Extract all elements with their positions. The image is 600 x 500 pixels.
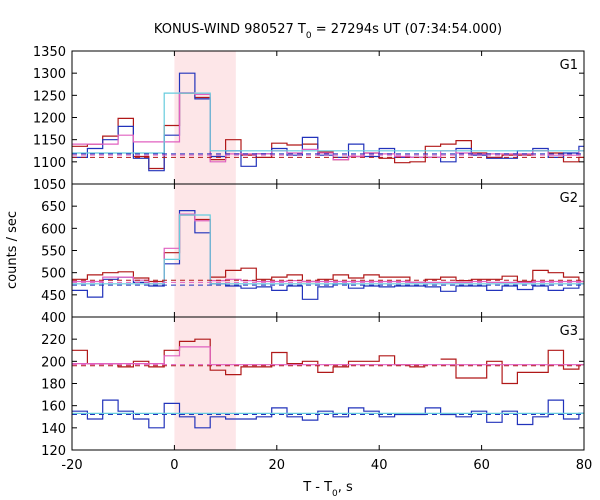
- x-tick-label: 20: [269, 458, 286, 473]
- x-axis-title-main: T - T: [302, 480, 332, 495]
- panel-g1: 1050 1100 1150 1200 1250 1300 1350 G1: [33, 45, 585, 193]
- y-tick-label: 120: [41, 444, 66, 459]
- highlight-interval: [174, 51, 236, 184]
- y-tick-label: 600: [41, 222, 66, 237]
- highlight-interval: [174, 184, 236, 317]
- series-pink-g1: [72, 92, 584, 163]
- chart-title-main: KONUS-WIND 980527 T: [154, 22, 306, 37]
- chart-title-rest: = 27294s UT (07:34:54.000): [312, 22, 502, 37]
- highlight-interval: [174, 317, 236, 450]
- x-axis-title: T - T0, s: [302, 480, 353, 499]
- y-tick-label: 140: [41, 422, 66, 437]
- panel-label: G3: [560, 324, 578, 339]
- y-tick-label: 1250: [33, 89, 66, 104]
- series-red-g3: [72, 338, 584, 385]
- y-axis-title: counts / sec: [5, 211, 20, 289]
- y-tick-label: 450: [41, 289, 66, 304]
- panel-g3: 120 140 160 180 200 220 G3: [41, 316, 585, 459]
- panels-layer: 1050110011501200125013001350G14004505005…: [33, 45, 592, 473]
- y-tick-label: 160: [41, 400, 66, 415]
- y-tick-label: 1350: [33, 45, 66, 60]
- y-tick-label: 200: [41, 355, 66, 370]
- x-tick-label: 0: [170, 458, 178, 473]
- x-axis-title-subscript: 0: [332, 489, 338, 499]
- panel-g2: 400 450 500 550 600 650 G2: [41, 183, 585, 326]
- y-tick-label: 1100: [33, 156, 66, 171]
- y-tick-label: 180: [41, 378, 66, 393]
- series-cyan-g1: [72, 92, 584, 154]
- series-pink-g2: [72, 213, 584, 285]
- x-tick-label: 80: [576, 458, 593, 473]
- x-tick-label: -20: [61, 458, 82, 473]
- y-tick-label: 1200: [33, 112, 66, 127]
- y-tick-label: 1150: [33, 134, 66, 149]
- x-tick-label: 40: [371, 458, 388, 473]
- series-blue-g2: [72, 210, 584, 300]
- y-tick-label: 1300: [33, 67, 66, 82]
- x-tick-label: 60: [473, 458, 490, 473]
- y-tick-label: 220: [41, 333, 66, 348]
- panel-label: G1: [560, 58, 578, 73]
- y-tick-label: 500: [41, 267, 66, 282]
- chart-title-subscript: 0: [306, 31, 312, 41]
- chart-title: KONUS-WIND 980527 T0 = 27294s UT (07:34:…: [154, 22, 502, 41]
- y-tick-label: 1050: [33, 178, 66, 193]
- series-cyan-g2: [72, 214, 584, 285]
- y-tick-label: 400: [41, 311, 66, 326]
- y-tick-label: 550: [41, 245, 66, 260]
- panel-label: G2: [560, 191, 578, 206]
- y-tick-label: 650: [41, 200, 66, 215]
- panel-frame-g2: [71, 183, 585, 318]
- series-red-g2: [72, 214, 584, 283]
- x-axis-title-rest: , s: [338, 480, 353, 495]
